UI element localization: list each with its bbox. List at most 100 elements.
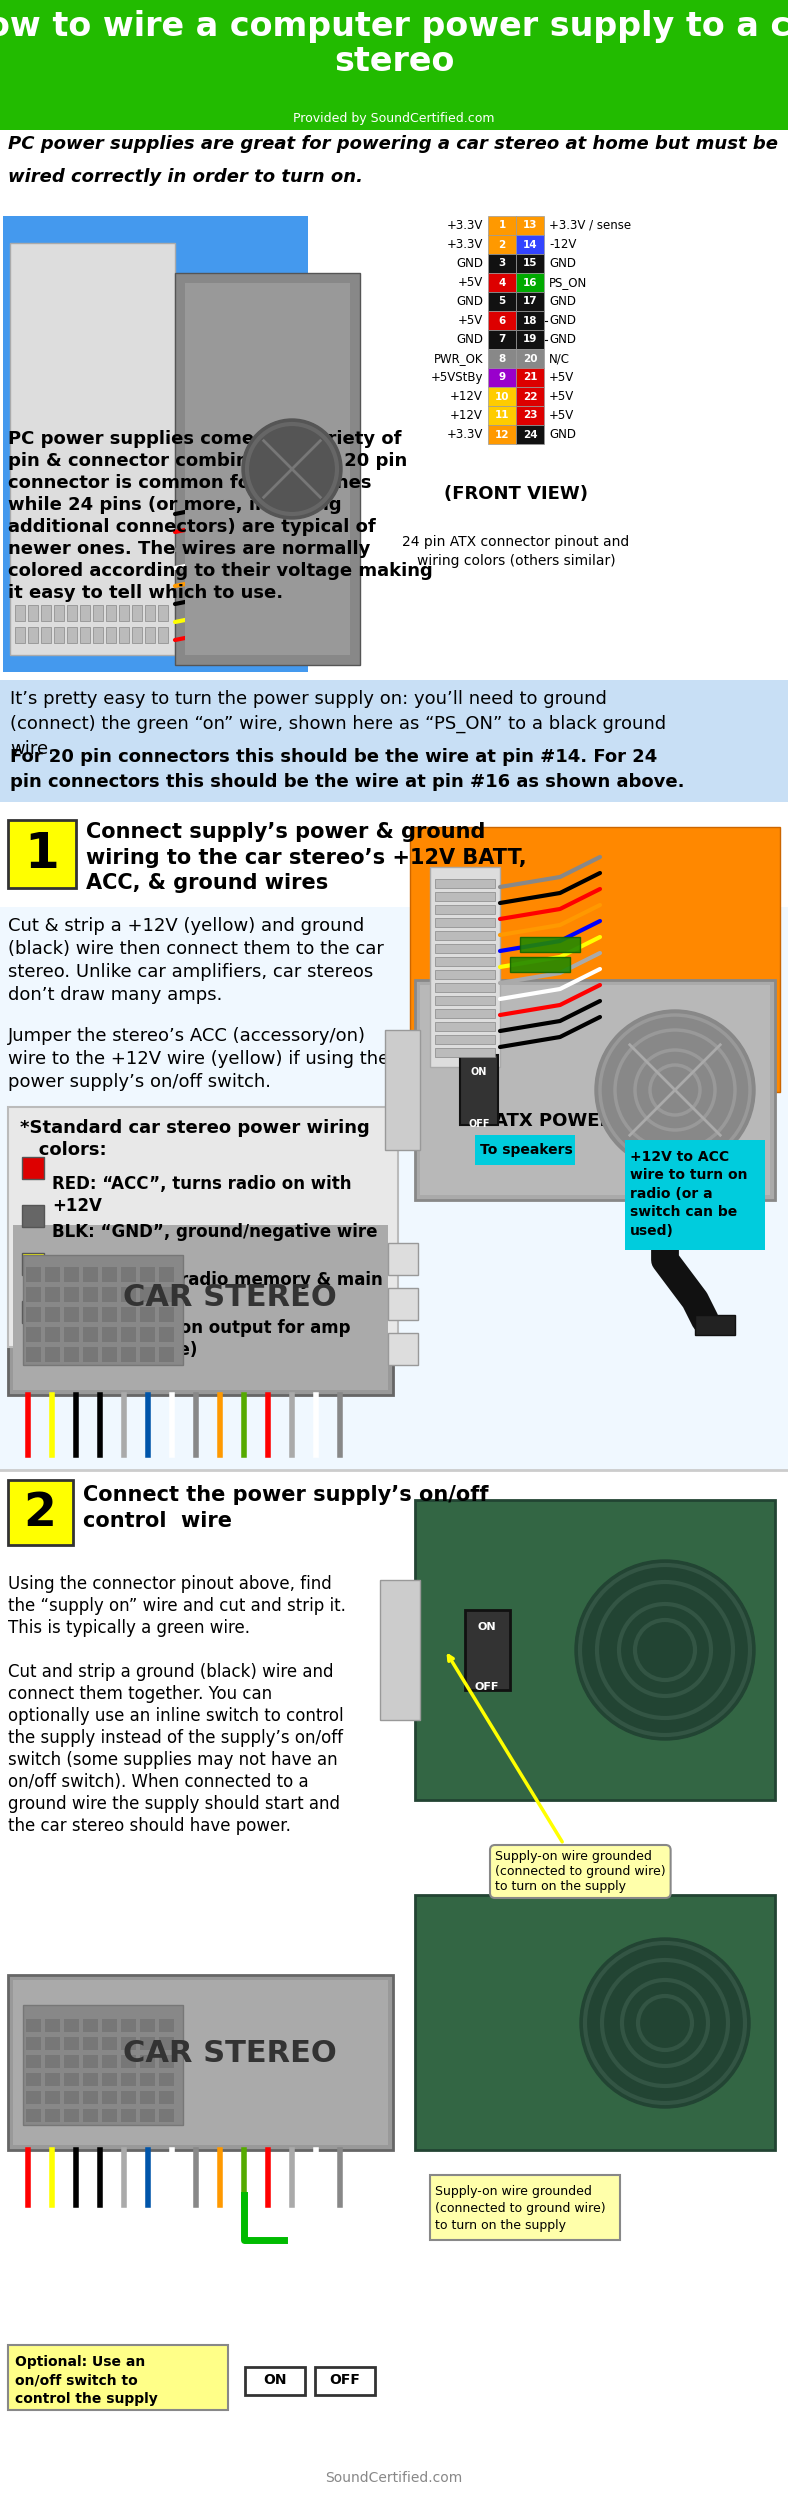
Text: 11: 11 xyxy=(495,410,509,420)
Bar xyxy=(0,1470,788,1550)
Bar xyxy=(488,330,516,350)
Bar xyxy=(23,1255,183,1365)
Bar xyxy=(435,1048,495,1058)
Bar xyxy=(488,272,516,292)
Text: 20: 20 xyxy=(522,352,537,362)
Text: additional connectors) are typical of: additional connectors) are typical of xyxy=(8,518,376,535)
Bar xyxy=(83,2055,98,2068)
Bar xyxy=(516,405,544,425)
Text: 15: 15 xyxy=(522,258,537,268)
Bar xyxy=(8,820,76,887)
Text: Cut & strip a +12V (yellow) and ground: Cut & strip a +12V (yellow) and ground xyxy=(8,918,364,935)
Bar xyxy=(28,605,38,620)
Text: RED: “ACC”, turns radio on with: RED: “ACC”, turns radio on with xyxy=(52,1175,351,1192)
Bar xyxy=(83,2037,98,2050)
Bar xyxy=(26,2072,41,2085)
Bar xyxy=(159,2090,174,2105)
Bar xyxy=(516,388,544,405)
Bar xyxy=(380,1580,420,1720)
Bar xyxy=(140,1288,155,1302)
Bar xyxy=(64,2037,79,2050)
Text: Using the connector pinout above, find: Using the connector pinout above, find xyxy=(8,1575,332,1592)
Bar xyxy=(26,1308,41,1322)
Text: 4: 4 xyxy=(498,278,506,288)
Text: To speakers: To speakers xyxy=(480,1142,573,1158)
Bar xyxy=(67,605,77,620)
Circle shape xyxy=(575,1560,755,1740)
Bar xyxy=(465,1610,510,1690)
Bar xyxy=(488,350,516,368)
Text: CAR STEREO: CAR STEREO xyxy=(123,1282,337,1312)
Bar xyxy=(159,1308,174,1322)
Text: 24 pin ATX connector pinout and
wiring colors (others similar): 24 pin ATX connector pinout and wiring c… xyxy=(403,535,630,568)
Text: GND: GND xyxy=(456,295,483,308)
Bar xyxy=(159,1268,174,1282)
Bar xyxy=(23,2005,183,2125)
Bar xyxy=(121,2020,136,2032)
Bar xyxy=(460,1055,498,1125)
Bar xyxy=(520,938,580,952)
Bar xyxy=(159,1288,174,1302)
Bar xyxy=(516,350,544,368)
Text: wire to the +12V wire (yellow) if using the: wire to the +12V wire (yellow) if using … xyxy=(8,1050,389,1068)
Text: while 24 pins (or more, including: while 24 pins (or more, including xyxy=(8,495,342,515)
Bar xyxy=(140,1308,155,1322)
Bar xyxy=(102,2072,117,2085)
Text: 12: 12 xyxy=(495,430,509,440)
Text: the car stereo should have power.: the car stereo should have power. xyxy=(8,1818,291,1835)
Bar xyxy=(488,388,516,405)
Text: 2: 2 xyxy=(24,1490,57,1535)
Text: 7: 7 xyxy=(498,335,506,345)
Text: power supply’s on/off switch.: power supply’s on/off switch. xyxy=(8,1072,271,1090)
Bar xyxy=(83,1268,98,1282)
Bar xyxy=(64,1288,79,1302)
Bar xyxy=(435,892,495,900)
Bar xyxy=(516,425,544,445)
Circle shape xyxy=(242,420,342,520)
Text: ON: ON xyxy=(470,1068,487,1078)
Text: PC power supplies are great for powering a car stereo at home but must be: PC power supplies are great for powering… xyxy=(8,135,778,152)
Bar xyxy=(140,2072,155,2085)
Bar xyxy=(83,1288,98,1302)
Bar xyxy=(22,1252,44,1275)
Text: 18: 18 xyxy=(522,315,537,325)
Bar xyxy=(64,1328,79,1342)
Bar xyxy=(121,1268,136,1282)
Bar xyxy=(121,2037,136,2050)
Text: PS_ON: PS_ON xyxy=(549,275,587,290)
Bar xyxy=(83,2020,98,2032)
Bar xyxy=(245,2368,305,2395)
Text: +5V: +5V xyxy=(458,315,483,328)
Bar xyxy=(45,2037,60,2050)
Text: (FRONT VIEW): (FRONT VIEW) xyxy=(444,485,588,502)
Text: Connect supply’s power & ground
wiring to the car stereo’s +12V BATT,
ACC, & gro: Connect supply’s power & ground wiring t… xyxy=(86,822,526,892)
Text: 17: 17 xyxy=(522,298,537,308)
Bar xyxy=(385,1030,420,1150)
Text: This is typically a green wire.: This is typically a green wire. xyxy=(8,1620,250,1638)
Bar xyxy=(54,628,64,642)
Bar xyxy=(83,2072,98,2085)
Bar xyxy=(15,605,25,620)
Text: OFF: OFF xyxy=(475,1682,499,1692)
Bar xyxy=(121,1308,136,1322)
Bar xyxy=(26,1288,41,1302)
Text: +5VStBy: +5VStBy xyxy=(430,370,483,385)
Text: it easy to tell which to use.: it easy to tell which to use. xyxy=(8,585,283,602)
Text: +12V power.: +12V power. xyxy=(52,1292,170,1310)
Bar xyxy=(159,2037,174,2050)
Bar xyxy=(0,130,788,208)
Bar xyxy=(64,1268,79,1282)
Bar xyxy=(83,1308,98,1322)
Text: PWR_OK: PWR_OK xyxy=(433,352,483,365)
Text: optionally use an inline switch to control: optionally use an inline switch to contr… xyxy=(8,1708,344,1725)
Bar xyxy=(102,1308,117,1322)
Text: 10: 10 xyxy=(495,392,509,402)
Bar xyxy=(516,368,544,388)
Bar xyxy=(0,1470,788,2460)
Bar xyxy=(26,2090,41,2105)
Bar xyxy=(140,1328,155,1342)
Bar xyxy=(388,1332,418,1365)
Bar xyxy=(175,272,360,665)
Bar xyxy=(121,2072,136,2085)
Bar xyxy=(106,605,116,620)
